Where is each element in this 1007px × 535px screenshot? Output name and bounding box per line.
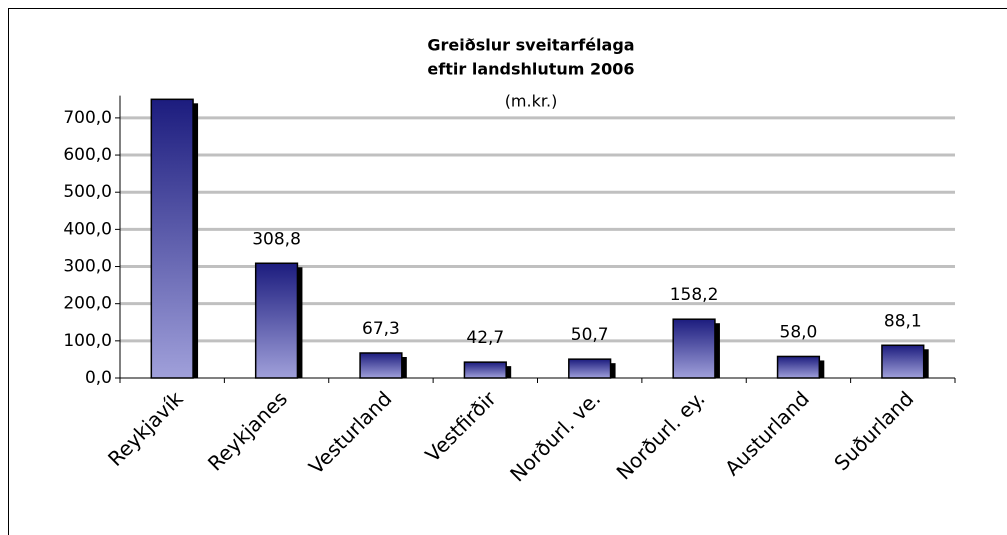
y-tick-label: 100,0 bbox=[63, 331, 112, 351]
x-tick-label: Suðurland bbox=[829, 386, 918, 475]
x-tick-label: Austurland bbox=[720, 386, 814, 480]
value-label: 67,3 bbox=[362, 319, 400, 339]
value-label: 308,8 bbox=[252, 229, 301, 249]
chart-title: Greiðslur sveitarfélaga bbox=[427, 36, 634, 55]
bar bbox=[254, 262, 299, 379]
bar bbox=[150, 98, 194, 379]
x-tick-label: Norðurl. ey. bbox=[612, 386, 710, 484]
y-tick-label: 200,0 bbox=[63, 294, 112, 314]
x-tick-label: Vesturland bbox=[304, 386, 396, 478]
y-tick-label: 600,0 bbox=[63, 145, 112, 165]
y-tick-label: 500,0 bbox=[63, 182, 112, 202]
value-label: 42,7 bbox=[466, 328, 504, 348]
value-label: 88,1 bbox=[884, 311, 922, 331]
chart-subtitle: (m.kr.) bbox=[505, 92, 558, 111]
y-tick-label: 300,0 bbox=[63, 257, 112, 277]
bar bbox=[568, 358, 612, 379]
value-label: 58,0 bbox=[780, 322, 818, 342]
bar bbox=[463, 361, 507, 379]
y-tick-label: 400,0 bbox=[63, 219, 112, 239]
x-tick-label: Norðurl. ve. bbox=[505, 386, 605, 486]
bar bbox=[359, 352, 403, 379]
value-label: 158,2 bbox=[670, 285, 719, 305]
y-tick-label: 0,0 bbox=[85, 368, 112, 388]
bar bbox=[672, 318, 716, 379]
value-label: 50,7 bbox=[571, 325, 609, 345]
chart-frame bbox=[8, 8, 1007, 535]
x-tick-label: Vestfirðir bbox=[420, 386, 501, 467]
chart-title: eftir landshlutum 2006 bbox=[427, 60, 634, 79]
x-tick-label: Reykjavík bbox=[103, 386, 188, 471]
y-tick-label: 700,0 bbox=[63, 108, 112, 128]
x-tick-label: Reykjanes bbox=[203, 386, 292, 475]
bar bbox=[776, 355, 821, 379]
bar bbox=[881, 344, 925, 379]
